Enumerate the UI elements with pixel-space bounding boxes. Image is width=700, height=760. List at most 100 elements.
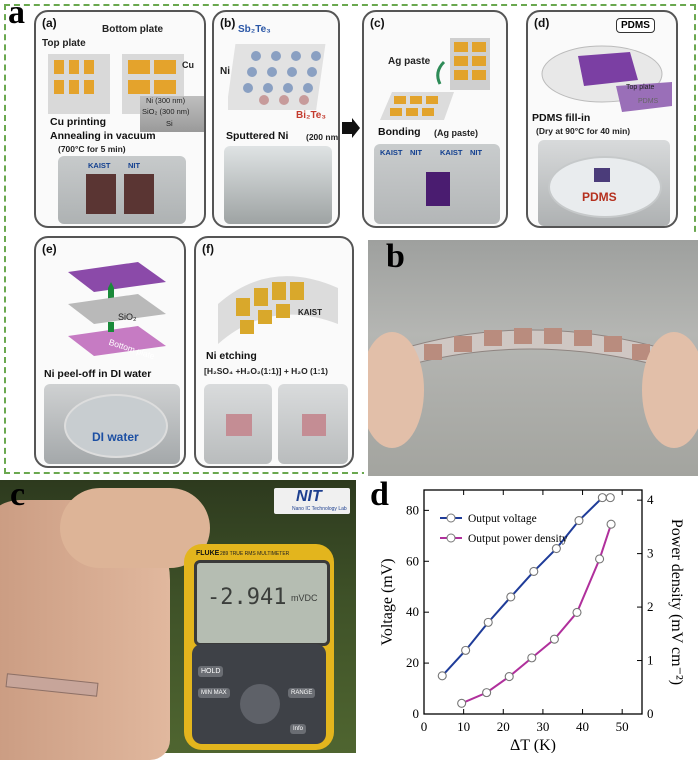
- kaist-label-f: KAIST: [298, 308, 322, 317]
- x-tick-label-2: 20: [497, 719, 510, 734]
- pdms-tag: PDMS: [616, 18, 655, 33]
- y-tick-label-1: 20: [406, 655, 419, 670]
- sio2-label-e: SiO₂: [118, 312, 137, 322]
- step-a-note: (700°C for 5 min): [58, 144, 126, 154]
- x-tick-label-3: 30: [536, 719, 549, 734]
- layer-stack: [140, 96, 204, 132]
- kaist-logo-a: KAIST: [88, 161, 111, 170]
- min-max-button: MIN MAX: [198, 688, 230, 698]
- panel-label-d: d: [370, 476, 389, 513]
- step-f-note: [H₂SO₄ +H₂O₂(1:1)] + H₂O (1:1): [204, 366, 329, 376]
- y2-tick-label-4: 4: [647, 492, 654, 507]
- series-1-point-7: [606, 519, 616, 529]
- series-0-point-4: [529, 566, 539, 577]
- series-1-point-1: [482, 688, 492, 698]
- step-c-letter: (c): [370, 16, 385, 30]
- series-1-point-6: [595, 554, 605, 564]
- step-c-photo: KAIST NIT KAIST NIT: [374, 144, 500, 224]
- step-d-bullet-1: PDMS fill-in: [532, 112, 591, 124]
- top-plate-label: Top plate: [42, 38, 86, 49]
- sio2-layer-label: SiO₂ (300 nm): [142, 107, 190, 116]
- series-0-point-1: [461, 645, 471, 655]
- panel-c-photo: FLUKE 289 TRUE RMS MULTIMETER -2.941 mVD…: [0, 480, 356, 760]
- y2-axis-label: Power density (mV cm⁻²): [668, 519, 685, 685]
- series-1-point-3: [527, 653, 537, 663]
- panel-d-chart: 0 10 20 30 40 50 0 20 40 60 80 0 1 2 3 4 ΔT (K) Voltage…: [379, 489, 685, 753]
- panel-b-photo: [368, 240, 698, 476]
- step-f-letter: (f): [202, 242, 214, 256]
- series-1-point-0: [457, 698, 467, 708]
- panel-label-b: b: [386, 238, 405, 275]
- y-tick-label-4: 80: [406, 502, 419, 517]
- kaist-logo-c2: KAIST: [440, 148, 463, 157]
- bonding-illustration: [380, 38, 490, 120]
- legend-marker-1: [446, 533, 456, 543]
- y-tick-label-0: 0: [413, 706, 420, 721]
- step-c-note: (Ag paste): [434, 128, 479, 138]
- ni-layer-label: Ni (300 nm): [146, 96, 186, 105]
- multimeter-reading: -2.941: [207, 585, 287, 610]
- step-d-photo: PDMS: [538, 140, 670, 226]
- step-f-photo-1: [204, 384, 272, 464]
- series-0-point-7: [597, 493, 607, 503]
- kaist-logo-c1: KAIST: [380, 148, 403, 157]
- step-a-box: (a) Bottom plate Top plate Cu Ni (300 nm…: [34, 10, 206, 228]
- series-0-point-6: [574, 515, 584, 526]
- multimeter-brand: FLUKE: [196, 550, 220, 557]
- nit-logo-subtext: Nano IC Technology Lab: [292, 506, 347, 512]
- sb2te3-label: Sb₂Te₃: [238, 24, 271, 35]
- pdms-photo-label: PDMS: [582, 190, 617, 204]
- range-button: RANGE: [288, 688, 316, 698]
- legend-label-0: Output voltage: [468, 513, 537, 525]
- series-1-point-4: [549, 634, 559, 644]
- hold-button: HOLD: [198, 666, 224, 677]
- series-0-point-5: [551, 543, 561, 554]
- panel-label-a: a: [8, 0, 25, 31]
- cu-label: Cu: [182, 60, 194, 70]
- series-1-point-2: [504, 672, 514, 682]
- multimeter-unit: mVDC: [291, 593, 318, 603]
- process-arrow: [342, 118, 360, 138]
- ticks-group: 0 10 20 30 40 50 0 20 40 60 80 0 1 2 3 4: [406, 490, 654, 734]
- bi2te3-label: Bi₂Te₃: [296, 110, 326, 121]
- series-0-point-2: [483, 617, 493, 627]
- nit-logo-c1: NIT: [410, 148, 423, 157]
- flexible-band-illustration: [368, 328, 698, 448]
- step-f-box: (f) KAIST Ni etching [H₂SO₄ +H₂O₂(1:1)] …: [194, 236, 354, 468]
- series-0-point-3: [506, 592, 516, 602]
- x-tick-label-5: 50: [616, 719, 629, 734]
- x-tick-label-4: 40: [576, 719, 589, 734]
- y2-tick-label-1: 1: [647, 653, 654, 668]
- peel-off-illustration: [68, 262, 166, 356]
- nit-logo-a: NIT: [128, 161, 141, 170]
- series-1-point-5: [572, 607, 582, 617]
- series-group: [437, 493, 616, 708]
- ni-label-b: Ni: [220, 66, 230, 77]
- step-e-box: (e) SiO₂ Bottom plate Ni peel-off in DI …: [34, 236, 186, 468]
- step-b-bullet-1: Sputtered Ni: [226, 130, 289, 142]
- pdms-label-d2: PDMS: [638, 98, 659, 105]
- y2-tick-label-0: 0: [647, 706, 654, 721]
- y-tick-label-3: 60: [406, 553, 419, 568]
- x-tick-label-1: 10: [457, 719, 470, 734]
- ag-paste-label: Ag paste: [388, 56, 431, 67]
- y-axis-label: Voltage (mV): [379, 558, 396, 645]
- step-a-bullet-1: Cu printing: [50, 116, 106, 128]
- flexible-device-illustration: [218, 276, 338, 344]
- step-c-bullet-1: Bonding: [378, 126, 421, 138]
- series-line-1: [461, 523, 613, 705]
- step-b-photo: [224, 146, 332, 224]
- pdms-dish-illustration: [541, 45, 672, 112]
- step-e-photo: DI water: [44, 384, 180, 464]
- nit-logo-box: NIT Nano IC Technology Lab: [274, 488, 350, 514]
- nit-logo-text: NIT: [296, 488, 322, 505]
- series-0-point-8: [605, 493, 615, 503]
- step-f-bullet-1: Ni etching: [206, 350, 257, 362]
- step-d-note: (Dry at 90°C for 40 min): [536, 126, 631, 136]
- step-b-note: (200 nm): [306, 132, 340, 142]
- bottom-plate-label: Bottom plate: [102, 24, 164, 35]
- step-b-letter: (b): [220, 16, 236, 30]
- multimeter-screen: -2.941 mVDC: [194, 560, 330, 646]
- step-c-box: (c) Ag paste Bonding (Ag paste) KAIST NI…: [362, 10, 508, 228]
- nit-logo-c2: NIT: [470, 148, 483, 157]
